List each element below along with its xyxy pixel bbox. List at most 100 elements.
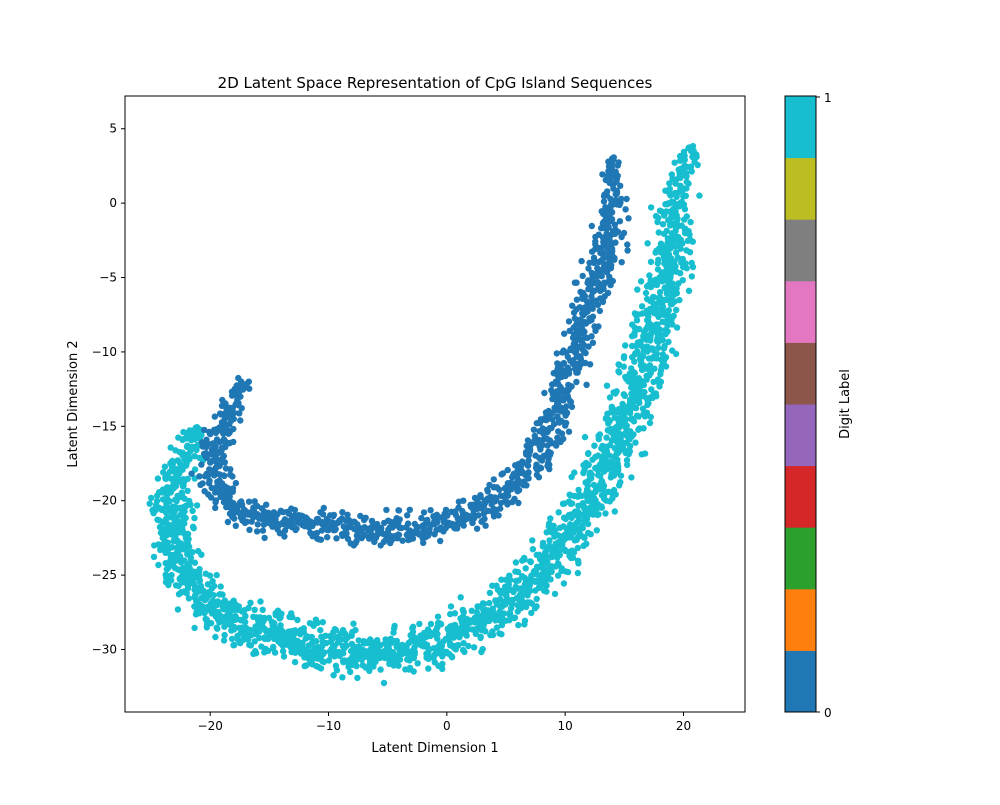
data-point (366, 667, 373, 674)
data-point (579, 500, 587, 507)
data-point (221, 631, 228, 639)
data-point (222, 613, 230, 620)
data-point (624, 241, 631, 248)
data-point (615, 418, 622, 425)
data-point (668, 211, 675, 219)
data-point (548, 387, 555, 394)
data-point (637, 278, 645, 285)
data-point (573, 520, 580, 527)
data-point (239, 386, 247, 393)
data-point (613, 388, 620, 395)
data-point (531, 432, 538, 440)
data-point (557, 383, 564, 391)
data-point (683, 213, 690, 220)
colorbar (785, 96, 816, 713)
colorbar-segment (785, 157, 816, 220)
data-point (292, 629, 299, 637)
data-point (625, 215, 632, 222)
data-point (190, 525, 197, 532)
data-point (194, 605, 202, 613)
data-point (179, 449, 186, 456)
data-point (348, 632, 355, 639)
data-point (231, 641, 238, 649)
data-point (353, 662, 360, 670)
data-point (180, 513, 188, 520)
data-point (222, 465, 230, 472)
data-point (360, 638, 367, 645)
data-point (553, 350, 560, 357)
data-point (606, 233, 613, 240)
data-point (447, 603, 455, 610)
data-point (395, 507, 402, 514)
data-point (390, 625, 398, 632)
data-point (198, 461, 205, 468)
data-point (618, 259, 625, 266)
data-point (234, 632, 241, 640)
data-point (150, 553, 158, 561)
data-point (611, 508, 618, 515)
data-point (199, 480, 206, 487)
data-point (615, 361, 622, 368)
data-point (201, 596, 209, 604)
data-point (586, 315, 593, 322)
data-point (662, 187, 669, 194)
data-point (568, 383, 575, 390)
data-point (320, 504, 327, 512)
data-point (555, 509, 562, 516)
data-point (315, 536, 323, 543)
data-point (587, 508, 595, 515)
data-point (178, 518, 185, 526)
data-point (191, 592, 199, 599)
data-point (477, 633, 484, 640)
data-point (380, 679, 388, 687)
data-point (605, 158, 612, 165)
data-point (377, 666, 384, 673)
data-point (595, 231, 602, 238)
y-tick-label: −10 (92, 345, 117, 359)
data-point (547, 449, 554, 457)
data-point (442, 649, 449, 657)
data-point (332, 662, 340, 669)
data-point (679, 186, 686, 193)
data-point (257, 598, 264, 605)
data-point (212, 504, 219, 512)
data-point (246, 641, 253, 649)
data-point (180, 428, 187, 436)
data-point (531, 605, 539, 612)
data-point (671, 159, 678, 166)
data-point (190, 579, 197, 587)
data-point (633, 312, 640, 319)
data-point (437, 537, 444, 545)
data-point (259, 606, 266, 613)
data-point (465, 642, 472, 650)
data-point (176, 470, 183, 477)
data-point (206, 477, 213, 484)
data-point (237, 616, 244, 624)
data-point (245, 498, 253, 505)
data-point (230, 623, 238, 631)
colorbar-segment (785, 96, 816, 159)
data-point (355, 637, 362, 644)
data-point (625, 451, 632, 458)
data-point (342, 630, 349, 638)
data-point (643, 372, 650, 379)
data-point (174, 606, 182, 613)
data-point (212, 497, 220, 504)
data-point (228, 635, 236, 643)
data-point (246, 526, 253, 533)
data-point (352, 652, 359, 660)
data-point (507, 483, 514, 490)
data-point (312, 616, 320, 623)
colorbar-segment (785, 219, 816, 282)
data-point (504, 501, 511, 508)
data-point (623, 422, 630, 429)
colorbar-segment (785, 588, 816, 651)
data-point (588, 333, 595, 340)
data-point (455, 504, 462, 511)
data-point (636, 325, 643, 333)
data-point (447, 610, 454, 618)
data-point (587, 469, 594, 476)
data-point (475, 512, 482, 519)
data-point (596, 307, 604, 315)
data-point (628, 474, 635, 481)
